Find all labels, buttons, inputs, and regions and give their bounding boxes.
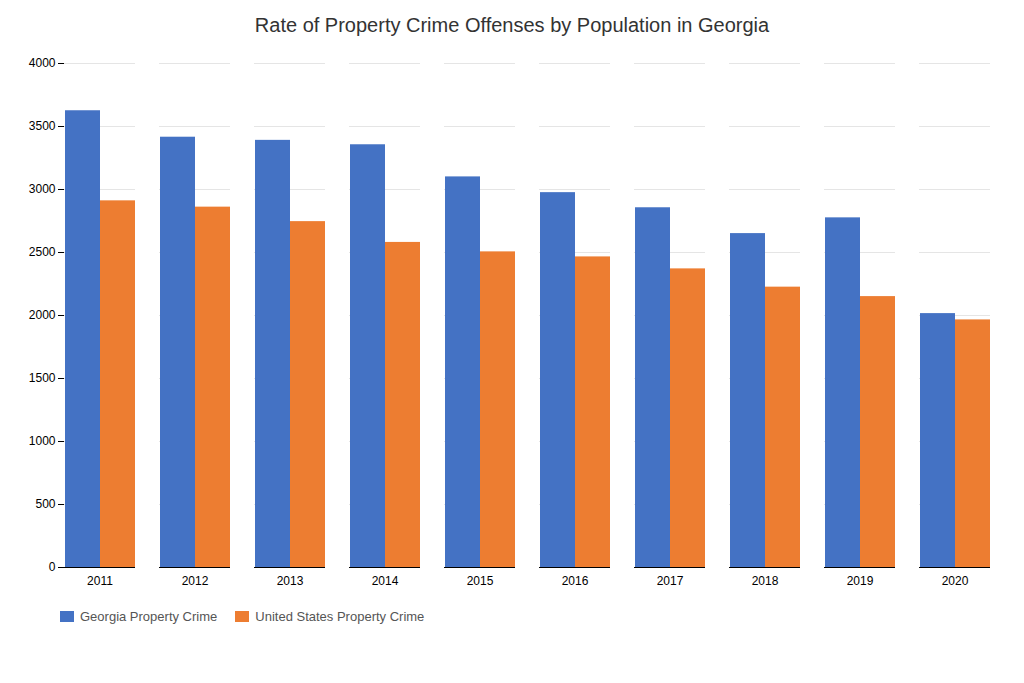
- svg-text:500: 500: [35, 497, 55, 511]
- html-text:Georgia Property Crime: Georgia Property Crime: [80, 609, 218, 624]
- svg-text:3000: 3000: [29, 182, 56, 196]
- svg-text:2011: 2011: [87, 574, 113, 588]
- svg-text:1000: 1000: [29, 434, 56, 448]
- svg-text:2019: 2019: [847, 574, 874, 588]
- svg-text:2012: 2012: [182, 574, 209, 588]
- svg-text:2017: 2017: [657, 574, 684, 588]
- html-text:Rate of Property Crime Offense: Rate of Property Crime Offenses by Popul…: [254, 14, 770, 36]
- svg-text:2000: 2000: [29, 308, 56, 322]
- svg-text:0: 0: [49, 560, 56, 574]
- svg-text:4000: 4000: [29, 56, 56, 70]
- html-text:United States Property Crime: United States Property Crime: [255, 609, 425, 624]
- svg-text:2016: 2016: [562, 574, 589, 588]
- svg-text:3500: 3500: [29, 119, 56, 133]
- svg-text:2500: 2500: [29, 245, 56, 259]
- svg-text:2018: 2018: [752, 574, 779, 588]
- svg-text:1500: 1500: [29, 371, 56, 385]
- svg-text:2013: 2013: [277, 574, 304, 588]
- svg-text:2014: 2014: [372, 574, 399, 588]
- svg-text:2020: 2020: [942, 574, 969, 588]
- svg-text:2015: 2015: [467, 574, 494, 588]
